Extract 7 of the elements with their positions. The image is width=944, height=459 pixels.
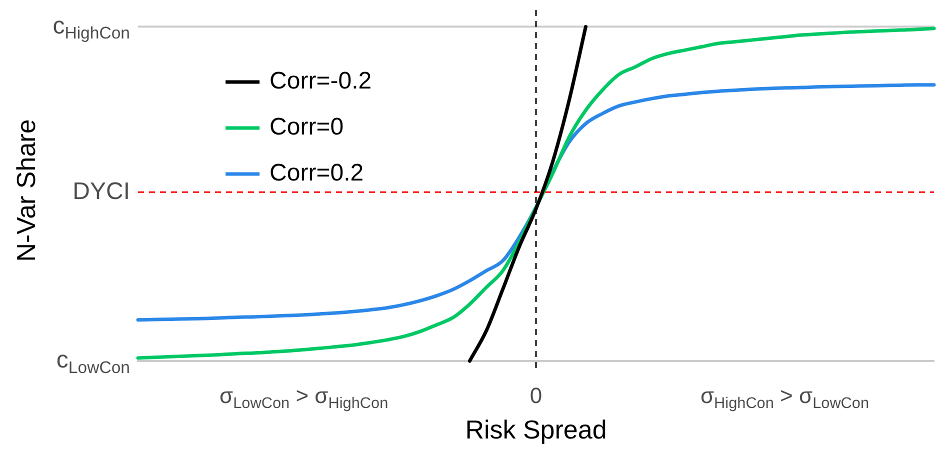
y-axis-title: N-Var Share: [10, 119, 41, 262]
legend-label: Corr=0.2: [270, 160, 364, 187]
x-tick-label: 0: [530, 383, 542, 408]
legend-label: Corr=-0.2: [270, 68, 372, 95]
x-axis-title: Risk Spread: [465, 414, 607, 445]
ref-line-label: DYCI: [72, 178, 130, 205]
legend-label: Corr=0: [270, 114, 344, 141]
